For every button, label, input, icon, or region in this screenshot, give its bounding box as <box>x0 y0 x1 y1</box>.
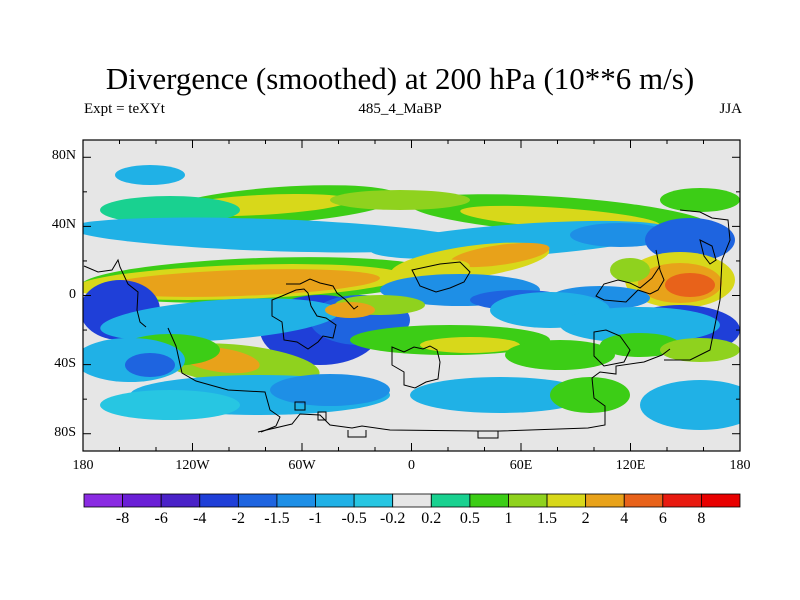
field-region <box>645 218 735 262</box>
coastline-africa <box>391 345 441 389</box>
colorbar-swatch <box>662 493 702 508</box>
coastline-antarctic-shelf <box>347 430 367 438</box>
coastline-overlay <box>83 209 731 439</box>
y-tick-label: 80N <box>51 148 76 164</box>
colorbar-label: -4 <box>193 510 207 527</box>
field-region <box>665 273 715 297</box>
x-tick-label: 120E <box>615 458 646 473</box>
coastline-patagonia <box>167 327 281 433</box>
x-tick-label: 180 <box>72 458 94 473</box>
colorbar-label: 6 <box>658 510 667 527</box>
colorbar-label: -0.2 <box>380 510 406 527</box>
colorbar-swatch <box>430 493 471 508</box>
field-region <box>610 258 650 282</box>
field-region <box>100 269 380 297</box>
field-region <box>330 190 470 210</box>
colorbar-label: 8 <box>697 510 706 527</box>
field-region <box>270 374 390 406</box>
coastline-small-islands <box>294 401 327 421</box>
colorbar-swatch <box>546 493 587 508</box>
divergence-field <box>83 140 740 451</box>
field-region <box>550 377 630 413</box>
coastline-antarctica <box>257 348 671 433</box>
field-region <box>83 217 470 253</box>
colorbar-swatch <box>160 493 201 508</box>
x-tick-label: 0 <box>408 458 415 473</box>
colorbar-label: -1 <box>308 510 323 527</box>
field-region <box>410 377 590 413</box>
colorbar <box>83 493 741 508</box>
colorbar-swatch <box>237 493 278 508</box>
y-tick-label: 0 <box>69 286 76 302</box>
colorbar-label: -2 <box>231 510 245 527</box>
colorbar-swatch <box>701 493 741 508</box>
y-tick-label: 40S <box>54 355 76 371</box>
y-tick-label: 80S <box>54 424 76 440</box>
coastline-south-america <box>271 288 337 350</box>
chart-title: Divergence (smoothed) at 200 hPa (10**6 … <box>105 61 695 96</box>
y-tick-label: 40N <box>51 217 76 233</box>
field-region <box>640 380 740 430</box>
coastline-asia-north <box>664 209 731 361</box>
colorbar-label: 0.5 <box>459 510 480 527</box>
field-region <box>600 333 680 357</box>
colorbar-label: -8 <box>115 510 130 527</box>
axis-ticks <box>82 140 741 451</box>
coastline-asia-islands <box>699 239 717 265</box>
colorbar-label: -0.5 <box>341 510 367 527</box>
field-region <box>560 307 720 343</box>
coastline-sahara <box>411 261 471 293</box>
coastline-antarctic-island <box>477 431 499 439</box>
colorbar-swatch <box>508 493 548 508</box>
colorbar-swatch <box>83 493 123 508</box>
colorbar-swatch <box>315 493 355 508</box>
colorbar-swatch <box>392 493 432 508</box>
x-tick-label: 60E <box>509 458 533 473</box>
colorbar-label: 4 <box>620 510 629 527</box>
colorbar-swatch <box>353 493 394 508</box>
x-tick-label: 120W <box>175 458 210 473</box>
coastline-asia-east <box>595 249 665 303</box>
field-region <box>420 337 520 353</box>
field-region <box>505 340 615 370</box>
colorbar-label: 1.5 <box>537 510 558 527</box>
colorbar-swatch <box>122 493 162 508</box>
field-region <box>450 242 550 268</box>
experiment-label: Expt = teXYt <box>84 101 165 117</box>
field-region <box>125 353 175 377</box>
colorbar-swatch <box>276 493 316 508</box>
colorbar-label: 1 <box>504 510 513 527</box>
coastline-australia <box>593 329 631 367</box>
field-region <box>570 223 670 247</box>
field-region <box>115 165 185 185</box>
colorbar-label: -6 <box>154 510 168 527</box>
coastline-central-america <box>286 278 359 310</box>
season-label: JJA <box>719 101 742 117</box>
run-label: 485_4_MaBP <box>358 101 442 117</box>
field-region <box>100 196 240 224</box>
field-region <box>325 302 375 318</box>
coastline-north-america <box>83 258 147 328</box>
field-region <box>660 188 740 212</box>
colorbar-swatch <box>585 493 625 508</box>
colorbar-label: 0.2 <box>421 510 442 527</box>
colorbar-swatch <box>623 493 664 508</box>
colorbar-swatch <box>199 493 239 508</box>
field-region <box>100 298 340 342</box>
colorbar-label: 2 <box>581 510 590 527</box>
field-region <box>100 390 240 420</box>
colorbar-swatch <box>469 493 509 508</box>
colorbar-label: -1.5 <box>264 510 290 527</box>
x-tick-label: 180 <box>729 458 751 473</box>
field-region <box>660 338 740 362</box>
x-tick-label: 60W <box>288 458 316 473</box>
